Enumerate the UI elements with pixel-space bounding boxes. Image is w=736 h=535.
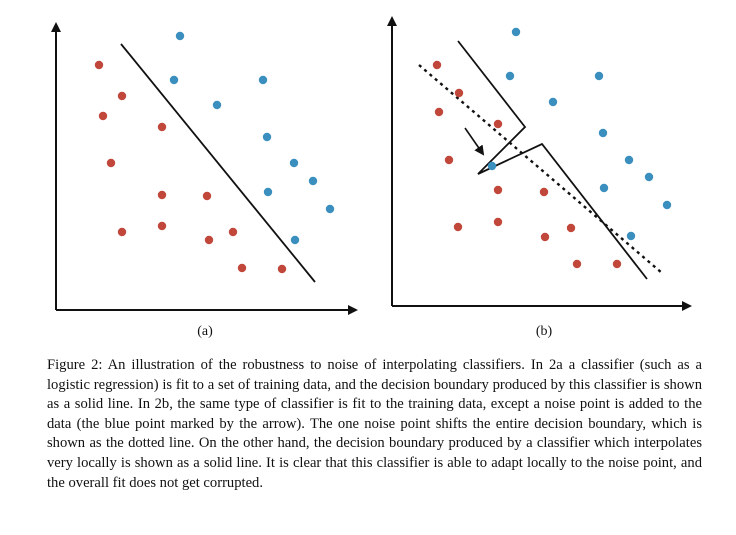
blue-point bbox=[258, 75, 268, 85]
panel-b bbox=[387, 16, 692, 311]
blue-point bbox=[263, 187, 273, 197]
blue-point bbox=[548, 97, 558, 107]
panel-a-label: (a) bbox=[197, 324, 213, 339]
blue-point bbox=[511, 27, 521, 37]
noise-point-arrow bbox=[464, 127, 485, 156]
red-point bbox=[454, 88, 464, 98]
blue-point bbox=[290, 235, 300, 245]
red-point bbox=[540, 232, 550, 242]
panel-b-dotted-boundary bbox=[418, 64, 663, 274]
blue-point bbox=[212, 100, 222, 110]
red-point bbox=[493, 217, 503, 227]
panel-b-label: (b) bbox=[535, 324, 553, 339]
panel-a-points bbox=[94, 31, 335, 274]
red-point bbox=[444, 155, 454, 165]
panel-a-decision-boundary bbox=[120, 43, 316, 283]
red-point bbox=[117, 227, 127, 237]
figure-2 bbox=[51, 16, 692, 315]
red-point bbox=[228, 227, 238, 237]
figure-caption: Figure 2: An illustration of the robustn… bbox=[47, 357, 702, 491]
red-point bbox=[432, 60, 442, 70]
blue-point bbox=[626, 231, 636, 241]
blue-point bbox=[487, 161, 497, 171]
red-point bbox=[98, 111, 108, 121]
blue-point bbox=[594, 71, 604, 81]
panel-b-local-boundary bbox=[457, 40, 648, 280]
red-point bbox=[157, 221, 167, 231]
red-point bbox=[539, 187, 549, 197]
blue-point bbox=[505, 71, 515, 81]
red-point bbox=[493, 185, 503, 195]
blue-point bbox=[289, 158, 299, 168]
blue-point bbox=[624, 155, 634, 165]
red-point bbox=[572, 259, 582, 269]
blue-point bbox=[599, 183, 609, 193]
blue-point bbox=[662, 200, 672, 210]
red-point bbox=[566, 223, 576, 233]
panel-b-points bbox=[432, 27, 672, 269]
red-point bbox=[157, 190, 167, 200]
red-point bbox=[434, 107, 444, 117]
red-point bbox=[277, 264, 287, 274]
red-point bbox=[204, 235, 214, 245]
red-point bbox=[94, 60, 104, 70]
blue-point bbox=[175, 31, 185, 41]
panel-a bbox=[51, 22, 358, 315]
blue-point bbox=[308, 176, 318, 186]
red-point bbox=[117, 91, 127, 101]
red-point bbox=[106, 158, 116, 168]
blue-point bbox=[262, 132, 272, 142]
red-point bbox=[612, 259, 622, 269]
red-point bbox=[493, 119, 503, 129]
red-point bbox=[157, 122, 167, 132]
red-point bbox=[453, 222, 463, 232]
red-point bbox=[237, 263, 247, 273]
red-point bbox=[202, 191, 212, 201]
blue-point bbox=[644, 172, 654, 182]
blue-point bbox=[598, 128, 608, 138]
blue-point bbox=[325, 204, 335, 214]
blue-point bbox=[169, 75, 179, 85]
